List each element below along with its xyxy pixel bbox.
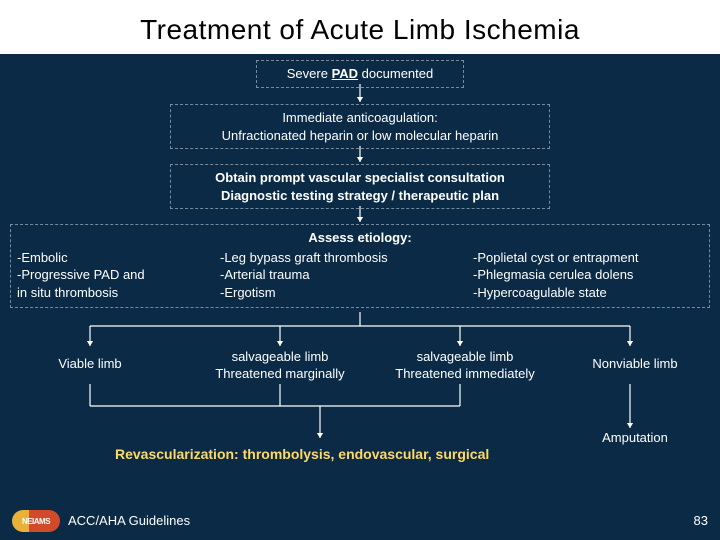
- etiology-item: -Ergotism: [220, 284, 440, 302]
- node-etiology: Assess etiology: -Embolic -Progressive P…: [10, 224, 710, 308]
- etiology-item: -Poplietal cyst or entrapment: [473, 249, 703, 267]
- etiology-col-1: -Embolic -Progressive PAD and in situ th…: [17, 249, 187, 302]
- footer: NEIAMS ACC/AHA Guidelines 83: [0, 506, 720, 534]
- etiology-item: -Phlegmasia cerulea dolens: [473, 266, 703, 284]
- limb-immediate: salvageable limb Threatened immediately: [370, 349, 560, 383]
- node-line: Unfractionated heparin or low molecular …: [222, 128, 499, 143]
- limb-line: salvageable limb: [417, 349, 514, 364]
- footer-guideline: ACC/AHA Guidelines: [68, 513, 190, 528]
- limb-line: salvageable limb: [232, 349, 329, 364]
- etiology-col-2: -Leg bypass graft thrombosis -Arterial t…: [220, 249, 440, 302]
- node-anticoagulation: Immediate anticoagulation: Unfractionate…: [170, 104, 550, 149]
- etiology-title: Assess etiology:: [17, 229, 703, 247]
- limb-marginal: salvageable limb Threatened marginally: [190, 349, 370, 383]
- amputation-label: Amputation: [580, 430, 690, 447]
- node-severe-pad: Severe PAD documented: [256, 60, 464, 88]
- limb-line: Threatened immediately: [395, 366, 534, 381]
- node-consultation: Obtain prompt vascular specialist consul…: [170, 164, 550, 209]
- node-text: Severe PAD documented: [287, 66, 433, 81]
- node-line: Obtain prompt vascular specialist consul…: [215, 170, 505, 185]
- limb-nonviable: Nonviable limb: [575, 356, 695, 373]
- node-line: Diagnostic testing strategy / therapeuti…: [221, 188, 499, 203]
- etiology-col-3: -Poplietal cyst or entrapment -Phlegmasi…: [473, 249, 703, 302]
- limb-line: Threatened marginally: [215, 366, 344, 381]
- limb-viable: Viable limb: [30, 356, 150, 373]
- etiology-item: -Embolic: [17, 249, 187, 267]
- etiology-item: -Progressive PAD and: [17, 266, 187, 284]
- page-number: 83: [694, 513, 708, 528]
- revascularization: Revascularization: thrombolysis, endovas…: [115, 446, 489, 462]
- slide-title: Treatment of Acute Limb Ischemia: [0, 0, 720, 54]
- etiology-item: in situ thrombosis: [17, 284, 187, 302]
- etiology-item: -Leg bypass graft thrombosis: [220, 249, 440, 267]
- etiology-item: -Hypercoagulable state: [473, 284, 703, 302]
- logo-neiams: NEIAMS: [12, 510, 60, 532]
- etiology-item: -Arterial trauma: [220, 266, 440, 284]
- flowchart: Severe PAD documented Immediate anticoag…: [20, 54, 700, 484]
- node-line: Immediate anticoagulation:: [282, 110, 437, 125]
